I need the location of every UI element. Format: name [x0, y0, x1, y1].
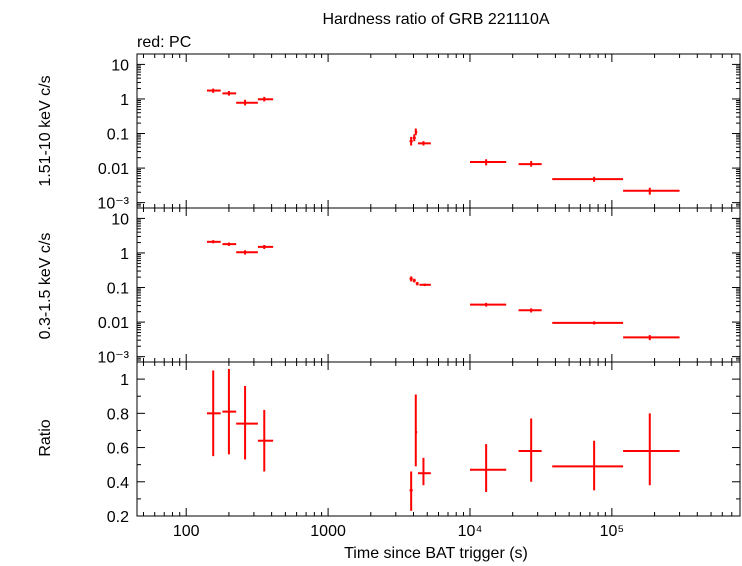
data-point	[552, 440, 624, 491]
y-axis-label-soft: 0.3-1.5 keV c/s	[37, 233, 54, 340]
ratio-panel: 0.2 0.4 0.6 0.8 1 100 1000 10⁴ 10⁵	[107, 361, 741, 540]
x-tick-label: 1000	[310, 523, 346, 540]
y-tick-label: 10	[111, 57, 129, 74]
data-point	[236, 250, 258, 255]
data-point	[206, 370, 221, 457]
data-point	[257, 96, 274, 102]
data-point	[414, 128, 418, 136]
y-tick-label: 0.2	[107, 509, 129, 526]
y-tick-label: 0.1	[107, 127, 129, 144]
data-point	[552, 176, 624, 182]
data-point	[206, 88, 221, 93]
data-point	[419, 283, 431, 287]
data-point	[414, 394, 418, 467]
y-tick-label: 0.4	[107, 475, 129, 492]
data-point	[409, 471, 413, 511]
data-point	[623, 413, 680, 486]
y-tick-label: 10	[111, 211, 129, 228]
data-point	[412, 134, 416, 142]
data-point	[222, 242, 237, 246]
data-point	[409, 136, 413, 146]
y-tick-label: 0.01	[98, 161, 129, 178]
y-tick-label: 0.01	[98, 315, 129, 332]
data-point	[518, 308, 542, 313]
data-point	[222, 91, 237, 96]
y-tick-label: 0.8	[107, 406, 129, 423]
y-axis-label-hard: 1.51-10 keV c/s	[37, 75, 54, 186]
data-point	[257, 409, 274, 472]
data-point	[409, 276, 413, 282]
data-point	[257, 245, 274, 250]
x-tick-label: 100	[173, 523, 200, 540]
data-point	[518, 161, 542, 167]
data-point	[236, 385, 258, 460]
x-axis-label: Time since BAT trigger (s)	[344, 545, 528, 562]
data-point	[518, 418, 542, 482]
data-point	[469, 444, 507, 493]
data-point	[222, 368, 237, 455]
data-point	[415, 281, 419, 286]
x-tick-label: 10⁵	[600, 523, 624, 540]
y-tick-label: 1	[120, 372, 129, 389]
data-point	[469, 159, 507, 166]
y-tick-label: 0.1	[107, 281, 129, 298]
x-tick-label: 10⁴	[458, 523, 483, 540]
data-point	[236, 99, 258, 106]
soft-band-panel: 10 1 0.1 0.01 10⁻³	[97, 207, 741, 367]
data-point	[206, 240, 221, 244]
data-point	[623, 187, 680, 195]
chart-title: Hardness ratio of GRB 221110A	[322, 11, 549, 28]
y-tick-label: 1	[120, 246, 129, 263]
y-tick-label: 0.6	[107, 441, 129, 458]
data-point	[469, 302, 507, 307]
y-tick-label: 1	[120, 92, 129, 109]
data-point	[412, 278, 416, 283]
plot-frame	[136, 53, 741, 209]
y-tick-label: 10⁻³	[97, 196, 129, 213]
data-point	[552, 321, 624, 325]
data-point	[417, 457, 431, 486]
y-tick-label: 10⁻³	[97, 350, 129, 367]
chart-subtitle: red: PC	[137, 34, 191, 51]
y-axis-label-ratio: Ratio	[37, 419, 54, 456]
hard-band-panel: 10 1 0.1 0.01 10⁻³	[97, 53, 741, 213]
data-point	[417, 141, 431, 146]
data-point	[623, 335, 680, 341]
